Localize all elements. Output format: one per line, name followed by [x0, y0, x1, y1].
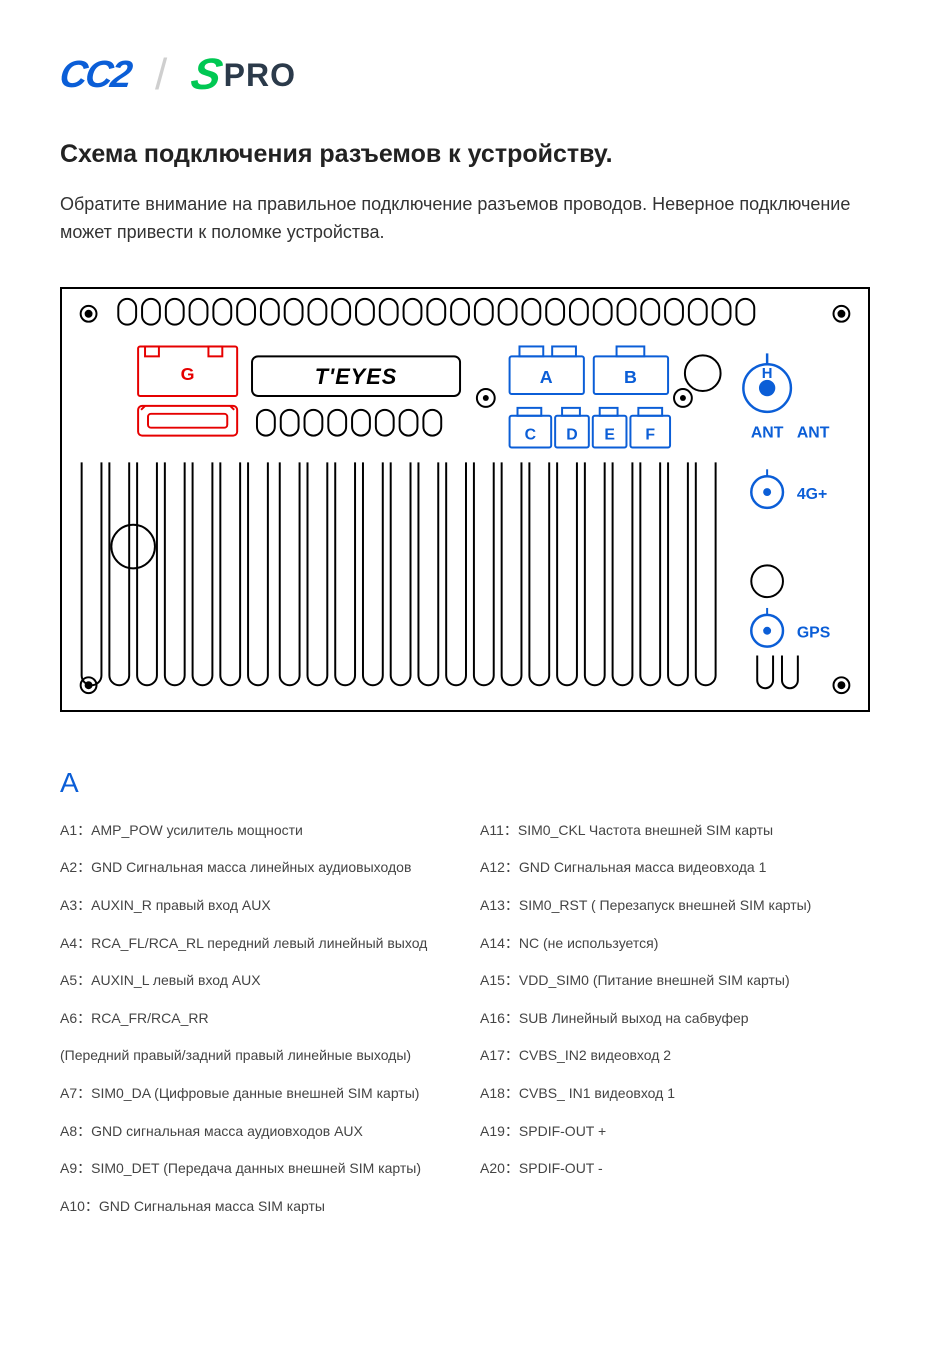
- pin-row: A16：SUB Линейный выход на сабвуфер: [480, 1009, 870, 1029]
- pin-row: A7：SIM0_DA (Цифровые данные внешней SIM …: [60, 1084, 450, 1104]
- connector-diagram: G T'EYES A B C D E F: [60, 287, 870, 712]
- diagram-svg: G T'EYES A B C D E F: [62, 289, 868, 710]
- port-ant-label: ANT: [797, 424, 830, 441]
- section-header: A: [60, 767, 870, 799]
- pin-row: A12：GND Сигнальная масса видеовхода 1: [480, 858, 870, 878]
- connector-f-label: F: [645, 426, 655, 443]
- logo-cc2: CC2: [57, 54, 133, 97]
- connector-d-label: D: [566, 426, 577, 443]
- pin-column-left: A1：AMP_POW усилитель мощности A2：GND Сигн…: [60, 821, 450, 1235]
- pin-row: A18：CVBS_ IN1 видеовход 1: [480, 1084, 870, 1104]
- pin-row: A2：GND Сигнальная масса линейных аудиовы…: [60, 858, 450, 878]
- pin-row: (Передний правый/задний правый линейные …: [60, 1046, 450, 1066]
- port-ant-label2: ANT: [751, 424, 784, 441]
- pin-row: A9：SIM0_DET (Передача данных внешней SIM…: [60, 1159, 450, 1179]
- connector-g-label: G: [181, 364, 195, 384]
- connector-e-label: E: [604, 426, 615, 443]
- pin-row: A14：NC (не используется): [480, 934, 870, 954]
- connector-a-label: A: [540, 367, 553, 387]
- pin-row: A10：GND Сигнальная масса SIM карты: [60, 1197, 450, 1217]
- logo-spro: S PRO: [192, 50, 296, 100]
- connector-b-label: B: [624, 367, 637, 387]
- brand-label: T'EYES: [315, 364, 398, 389]
- connector-c-label: C: [525, 426, 536, 443]
- pin-row: A3：AUXIN_R правый вход AUX: [60, 896, 450, 916]
- pin-row: A15：VDD_SIM0 (Питание внешней SIM карты): [480, 971, 870, 991]
- page-title: Схема подключения разъемов к устройству.: [60, 140, 870, 169]
- pin-row: A6：RCA_FR/RCA_RR: [60, 1009, 450, 1029]
- intro-text: Обратите внимание на правильное подключе…: [60, 191, 870, 247]
- port-gps-label: GPS: [797, 624, 830, 641]
- logo-divider: /: [155, 50, 167, 100]
- pin-column-right: A11：SIM0_CKL Частота внешней SIM карты A1…: [480, 821, 870, 1235]
- pin-row: A19：SPDIF-OUT +: [480, 1122, 870, 1142]
- pin-row: A11：SIM0_CKL Частота внешней SIM карты: [480, 821, 870, 841]
- pin-row: A20：SPDIF-OUT -: [480, 1159, 870, 1179]
- logo-row: CC2 / S PRO: [60, 50, 870, 100]
- pin-row: A5：AUXIN_L левый вход AUX: [60, 971, 450, 991]
- pin-row: A8：GND сигнальная масса аудиовходов AUX: [60, 1122, 450, 1142]
- pin-row: A13：SIM0_RST ( Перезапуск внешней SIM ка…: [480, 896, 870, 916]
- connector-h-label: H: [762, 366, 773, 382]
- pin-row: A17：CVBS_IN2 видеовход 2: [480, 1046, 870, 1066]
- pin-row: A1：AMP_POW усилитель мощности: [60, 821, 450, 841]
- logo-spro-s: S: [187, 50, 227, 100]
- port-4g-label: 4G+: [797, 486, 827, 503]
- pin-row: A4：RCA_FL/RCA_RL передний левый линейный…: [60, 934, 450, 954]
- pin-columns: A1：AMP_POW усилитель мощности A2：GND Сигн…: [60, 821, 870, 1235]
- logo-spro-pro: PRO: [224, 57, 296, 94]
